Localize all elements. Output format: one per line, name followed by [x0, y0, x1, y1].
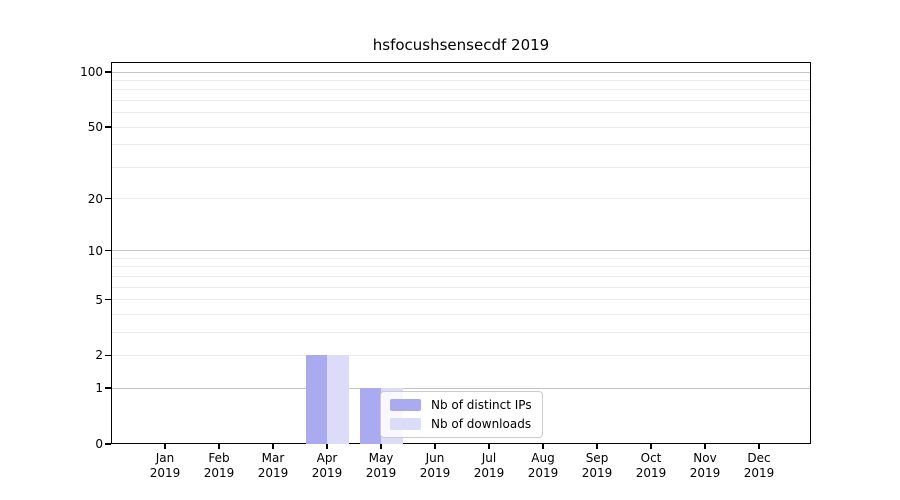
x-tick-label-may: May 2019 [365, 451, 397, 480]
gridline-minor [112, 99, 810, 101]
x-tick-label-sep: Sep 2019 [581, 451, 613, 480]
gridline-minor [112, 331, 810, 333]
gridline-minor [112, 144, 810, 146]
right-spine [809, 62, 811, 444]
gridline-2 [112, 354, 810, 356]
y-tick-label-1: 1 [95, 381, 103, 396]
gridline-minor [112, 313, 810, 315]
gridline-minor [112, 79, 810, 81]
x-tick-mark-jan [164, 444, 166, 449]
x-tick-label-dec: Dec 2019 [743, 451, 775, 480]
x-tick-mark-oct [650, 444, 652, 449]
gridline-minor [112, 257, 810, 259]
x-tick-mark-nov [704, 444, 706, 449]
legend-entry-downloads: Nb of downloads [390, 417, 532, 431]
bottom-spine [111, 442, 811, 444]
gridline-minor [112, 266, 810, 268]
y-tick-mark-20 [105, 197, 111, 200]
x-tick-label-feb: Feb 2019 [203, 451, 235, 480]
y-tick-mark-100 [105, 71, 111, 73]
y-tick-label-20: 20 [87, 191, 103, 206]
y-tick-mark-5 [105, 298, 111, 301]
legend-swatch-distinct-ips [390, 399, 421, 411]
y-tick-label-100: 100 [80, 65, 103, 79]
gridline-100 [112, 71, 810, 73]
x-tick-label-jul: Jul 2019 [473, 451, 505, 480]
y-tick-mark-1 [105, 387, 111, 389]
gridline-minor [112, 275, 810, 277]
x-tick-mark-apr [326, 444, 328, 449]
y-tick-label-5: 5 [95, 292, 103, 307]
chart-title: hsfocushsensecdf 2019 [372, 36, 550, 54]
gridline-minor [112, 166, 810, 168]
x-tick-mark-aug [542, 444, 544, 449]
legend: Nb of distinct IPs Nb of downloads [380, 391, 543, 438]
x-tick-mark-jun [434, 444, 436, 449]
bar-nb-of-downloads-apr [327, 355, 349, 444]
gridline-1 [112, 387, 810, 389]
y-tick-label-2: 2 [95, 348, 103, 363]
gridline-50 [112, 126, 810, 128]
y-tick-mark-10 [105, 250, 111, 252]
x-tick-label-jun: Jun 2019 [419, 451, 451, 480]
gridline-5 [112, 299, 810, 301]
x-tick-label-nov: Nov 2019 [689, 451, 721, 480]
x-tick-mark-may [380, 444, 382, 449]
x-tick-mark-mar [272, 444, 274, 449]
legend-swatch-downloads [390, 418, 421, 430]
y-tick-mark-2 [105, 354, 111, 357]
x-tick-mark-jul [488, 444, 490, 449]
x-tick-label-jan: Jan 2019 [149, 451, 181, 480]
legend-label-downloads: Nb of downloads [431, 417, 532, 431]
x-tick-mark-feb [218, 444, 220, 449]
y-tick-mark-0 [105, 443, 111, 445]
gridline-minor [112, 112, 810, 114]
bar-nb-of-distinct-ips-apr [305, 355, 327, 444]
x-tick-mark-sep [596, 444, 598, 449]
x-tick-label-aug: Aug 2019 [527, 451, 559, 480]
top-spine [111, 62, 811, 64]
x-tick-mark-dec [758, 444, 760, 449]
gridline-20 [112, 198, 810, 200]
gridline-minor [112, 286, 810, 288]
x-tick-label-apr: Apr 2019 [311, 451, 343, 480]
y-tick-label-50: 50 [87, 120, 103, 135]
legend-label-distinct-ips: Nb of distinct IPs [431, 398, 532, 412]
left-spine [111, 62, 113, 444]
y-tick-label-0: 0 [95, 437, 103, 451]
y-tick-label-10: 10 [87, 243, 103, 258]
legend-entry-distinct-ips: Nb of distinct IPs [390, 398, 532, 412]
bar-nb-of-distinct-ips-may [359, 388, 381, 444]
y-tick-mark-50 [105, 126, 111, 128]
x-tick-label-mar: Mar 2019 [257, 451, 289, 480]
x-tick-label-oct: Oct 2019 [635, 451, 667, 480]
gridline-10 [112, 250, 810, 252]
plot-area [105, 62, 811, 449]
gridline-minor [112, 89, 810, 91]
